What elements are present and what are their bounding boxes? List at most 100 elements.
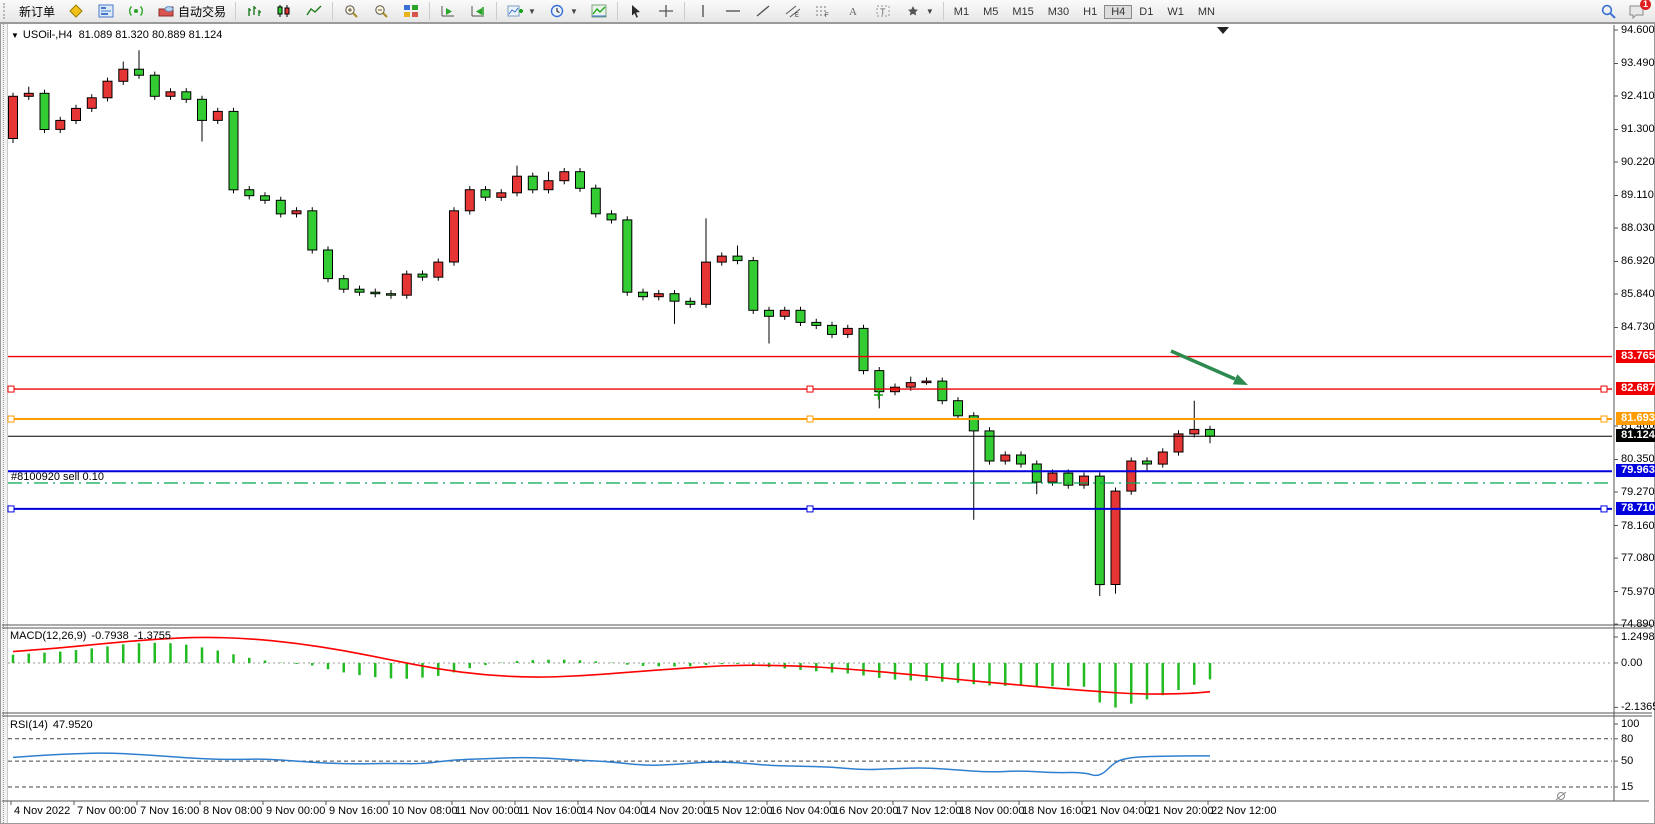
timeframe-tab-M5[interactable]: M5 [983,6,999,18]
candle [197,98,207,121]
line-handle[interactable] [806,385,814,393]
chat-icon[interactable]: 1 [1627,0,1651,19]
price-axis-label: 79.270 [1621,486,1655,498]
time-axis-label: 15 Nov 12:00 [707,805,773,817]
zoom-out-button[interactable] [366,1,396,21]
add-indicator-button[interactable]: ▼ [500,1,542,21]
line-handle[interactable] [1600,505,1608,513]
trendline-tool-button[interactable] [748,1,778,21]
line-chart-icon [305,3,323,19]
templates-icon [590,3,608,19]
timeframe-tab-W1[interactable]: W1 [1167,6,1184,18]
timeframe-tab-H4[interactable]: H4 [1104,5,1133,19]
order-line-label[interactable]: #8100920 sell 0.10 [11,471,104,483]
trendline-icon [754,3,772,19]
time-axis-label: 16 Nov 04:00 [770,805,836,817]
horizontal-line-tool-button[interactable] [718,1,748,21]
time-axis-label: 18 Nov 00:00 [959,805,1025,817]
auto-scroll-button[interactable] [433,1,463,21]
macd-indicator-label: MACD(12,26,9) -0.7938 -1.3755 [10,630,172,642]
arrows-tool-button[interactable]: ▼ [898,1,940,21]
timeframe-tab-H1[interactable]: H1 [1083,6,1098,18]
price-tag-83.765[interactable]: 83.765 [1616,350,1655,363]
candlestick-chart-icon [275,3,293,19]
text-label-tool-button[interactable]: T [868,1,898,21]
timeframe-tab-MN[interactable]: MN [1197,6,1215,18]
candle [55,119,66,130]
timeframe-tab-M1[interactable]: M1 [953,6,970,18]
chart-shift-button[interactable] [463,1,493,21]
fibonacci-tool-button[interactable]: F [808,1,838,21]
price-tag-78.710[interactable]: 78.710 [1616,502,1655,515]
candle [323,249,333,280]
price-axis-label: 85.840 [1621,288,1655,300]
timeframe-tab-M15[interactable]: M15 [1012,6,1034,18]
candle [480,189,491,198]
line-handle[interactable] [7,505,15,513]
rsi-scale-label: 15 [1621,781,1634,793]
chart-shift-marker[interactable] [1217,27,1229,34]
price-tag-81.693[interactable]: 81.693 [1616,412,1655,425]
templates-button[interactable] [584,1,614,21]
candle [984,430,995,462]
one-click-trading-toggle[interactable]: ▼ [11,31,19,40]
timeframe-tab-D1[interactable]: D1 [1139,6,1154,18]
candle [449,210,459,263]
price-tag-81.124[interactable]: 81.124 [1616,429,1655,442]
symbols-button[interactable] [61,1,91,21]
market-watch-icon [97,3,115,19]
add-indicator-icon [506,3,524,19]
search-icon[interactable] [1599,3,1617,19]
toolbar-grip[interactable] [3,3,10,19]
line-handle[interactable] [1600,415,1608,423]
zoom-in-icon [342,3,360,19]
zoom-in-button[interactable] [336,1,366,21]
line-handle[interactable] [7,415,15,423]
svg-text:E: E [795,13,799,18]
time-axis-label: 22 Nov 12:00 [1211,805,1277,817]
candle [1189,428,1200,435]
crosshair-tool-button[interactable] [651,1,681,21]
candle [653,293,664,298]
candle [275,199,286,215]
signals-button[interactable] [121,1,151,21]
svg-text:F: F [825,13,829,18]
plus-marker [874,390,883,400]
candle [464,189,475,212]
candle [401,273,412,296]
text-tool-button[interactable]: A [838,1,868,21]
channel-tool-button[interactable]: E [778,1,808,21]
crosshair-icon [657,3,675,19]
price-axis-label: 80.350 [1621,453,1655,465]
periods-button[interactable]: ▼ [542,1,584,21]
line-handle[interactable] [7,385,15,393]
candle [827,324,837,335]
bar-chart-mode-button[interactable] [239,1,269,21]
main-toolbar: 新订单 自动交易 [0,0,1655,23]
tile-windows-button[interactable] [396,1,426,21]
candle [228,110,239,191]
market-watch-button[interactable] [91,1,121,21]
new-order-button[interactable]: 新订单 [19,4,56,19]
candle [1047,472,1058,483]
cursor-tool-button[interactable] [621,1,651,21]
line-handle[interactable] [1600,385,1608,393]
window-left-grip[interactable] [1,24,8,823]
line-handle[interactable] [806,505,814,513]
timeframe-tab-M30[interactable]: M30 [1047,6,1070,18]
auto-trading-button[interactable]: 自动交易 [151,1,232,22]
chart-canvas[interactable] [1,24,1654,823]
toolbar-separator [429,2,431,20]
line-chart-mode-button[interactable] [299,1,329,21]
vertical-line-tool-button[interactable] [688,1,718,21]
price-tag-82.687[interactable]: 82.687 [1616,382,1655,395]
line-handle[interactable] [806,415,814,423]
trend-arrow-annotation[interactable] [1170,349,1236,381]
candle [732,255,743,262]
price-tag-79.963[interactable]: 79.963 [1616,464,1655,477]
bar-chart-icon [245,3,263,19]
candle-chart-mode-button[interactable] [269,1,299,21]
axis-adjust-icon[interactable] [1555,791,1567,801]
time-axis-label: 18 Nov 16:00 [1022,805,1088,817]
